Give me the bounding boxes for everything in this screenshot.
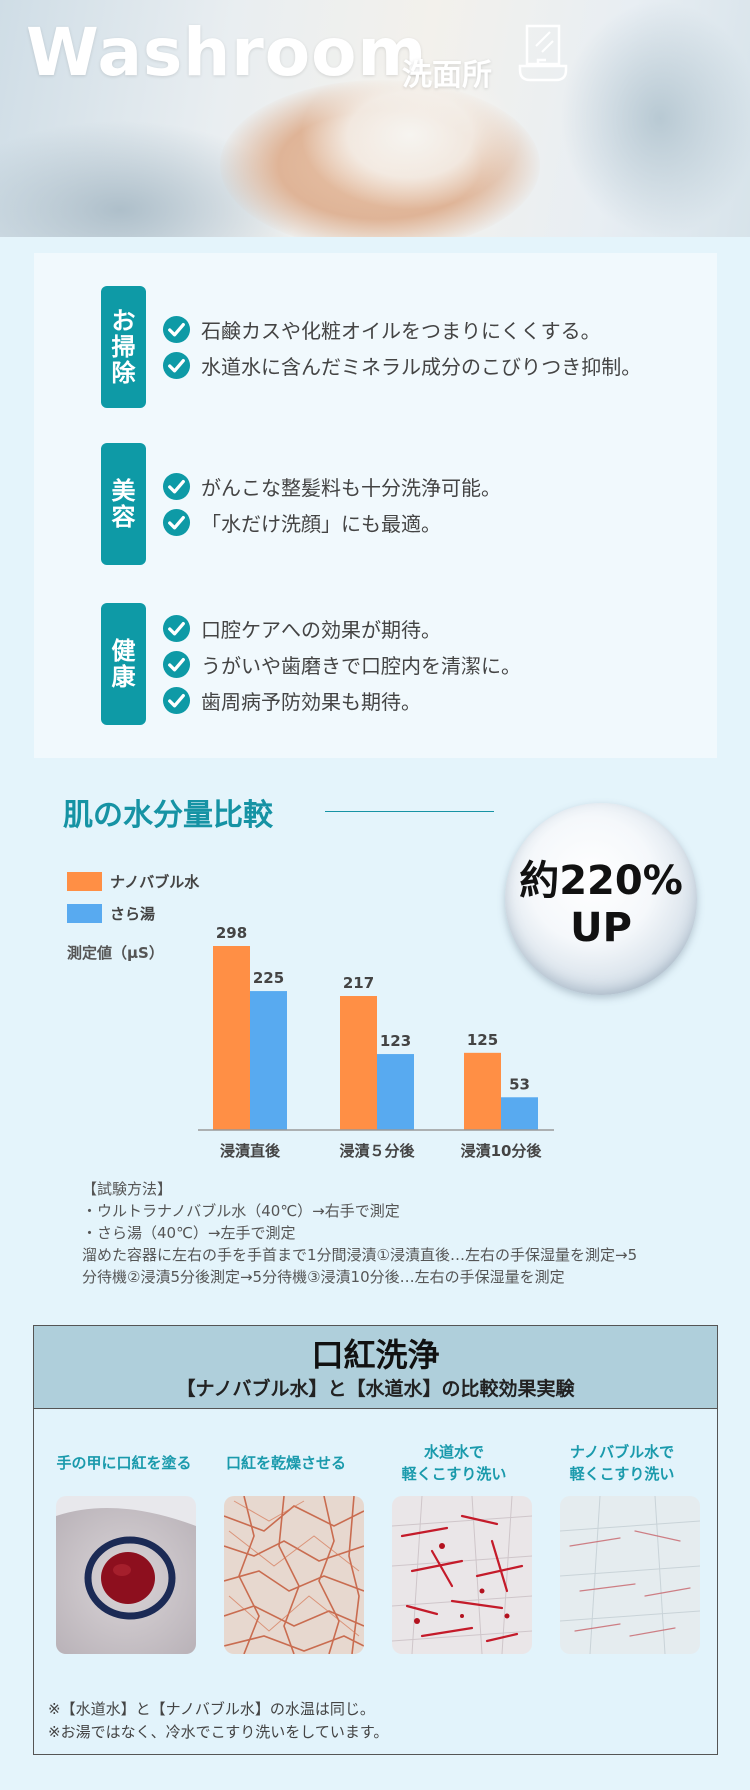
benefit-item: 口腔ケアへの効果が期待。 <box>162 613 441 643</box>
check-icon <box>162 686 191 714</box>
chart-bar <box>464 1052 501 1130</box>
benefit-item: うがいや歯磨きで口腔内を清潔に。 <box>162 649 521 679</box>
hero-foam-image <box>300 60 520 210</box>
check-icon <box>162 650 191 678</box>
bar-value-label: 125 <box>467 1031 498 1049</box>
benefit-item: がんこな整髪料も十分洗浄可能。 <box>162 471 501 501</box>
benefit-text: うがいや歯磨きで口腔内を清潔に。 <box>201 653 521 678</box>
bar-value-label: 217 <box>343 974 374 992</box>
category-badge-beauty: 美容 <box>101 443 146 565</box>
legend-swatch-nano <box>67 872 102 891</box>
lipstick-header: 口紅洗浄 【ナノバブル水】と【水道水】の比較効果実験 <box>34 1326 717 1409</box>
chart-bar <box>377 1054 414 1130</box>
moisture-bar-chart: 298 225 浸漬直後 217 123 浸漬５分後 125 53 浸漬10分後 <box>198 924 554 1160</box>
hero-title: Washroom <box>26 14 428 91</box>
legend-label-plain: さら湯 <box>110 905 156 923</box>
benefit-text: 「水だけ洗顔」にも最適。 <box>201 511 441 536</box>
category-badge-cleaning: お掃除 <box>101 286 146 408</box>
category-badge-health: 健康 <box>101 603 146 725</box>
bar-value-label: 53 <box>509 1075 530 1093</box>
chart-bar <box>213 946 250 1130</box>
legend-label-nano: ナノバブル水 <box>110 873 200 891</box>
title-divider <box>325 811 494 812</box>
hero-banner: Washroom 洗面所 <box>0 0 750 237</box>
benefit-text: がんこな整髪料も十分洗浄可能。 <box>201 475 501 500</box>
tap-water-result-photo <box>392 1496 532 1654</box>
lipstick-note: ※【水道水】と【ナノバブル水】の水温は同じ。 <box>48 1700 375 1718</box>
benefit-text: 歯周病予防効果も期待。 <box>201 689 421 714</box>
test-method-line: 溜めた容器に左右の手を手首まで1分間浸漬①浸漬直後…左右の手保湿量を測定→5 <box>82 1246 638 1264</box>
bar-value-label: 298 <box>216 924 247 942</box>
chart-bar <box>250 991 287 1130</box>
test-method-heading: 【試験方法】 <box>82 1180 173 1198</box>
test-method-line: ・さら湯（40℃）→左手で測定 <box>82 1224 296 1242</box>
step-label-nano-water: ナノバブル水で 軽くこすり洗い <box>569 1443 675 1483</box>
x-tick-label: 浸漬直後 <box>220 1142 281 1160</box>
x-tick-label: 浸漬５分後 <box>339 1142 415 1160</box>
lipstick-subtitle: 【ナノバブル水】と【水道水】の比較効果実験 <box>176 1378 575 1400</box>
check-icon <box>162 472 191 500</box>
lipstick-note: ※お湯ではなく、冷水でこすり洗いをしています。 <box>48 1723 389 1741</box>
y-axis-unit: 測定値（μS） <box>67 944 164 962</box>
step-label-apply: 手の甲に口紅を塗る <box>56 1454 192 1472</box>
chart-bar <box>501 1097 538 1130</box>
lipstick-title: 口紅洗浄 <box>311 1336 440 1374</box>
check-icon <box>162 315 191 343</box>
x-tick-label: 浸漬10分後 <box>461 1142 543 1160</box>
washbasin-mirror-icon <box>518 24 568 82</box>
benefit-text: 水道水に含んだミネラル成分のこびりつき抑制。 <box>201 354 642 379</box>
legend-swatch-plain <box>67 904 102 923</box>
benefit-item: 水道水に含んだミネラル成分のこびりつき抑制。 <box>162 350 641 380</box>
benefit-text: 石鹸カスや化粧オイルをつまりにくくする。 <box>201 318 601 343</box>
lipstick-dried-photo <box>224 1496 364 1654</box>
test-method: 【試験方法】 ・ウルトラナノバブル水（40℃）→右手で測定 ・さら湯（40℃）→… <box>82 1178 692 1288</box>
lipstick-test-panel: 口紅洗浄 【ナノバブル水】と【水道水】の比較効果実験 手の甲に口紅を塗る 口紅を… <box>33 1325 718 1755</box>
chart-bar <box>340 996 377 1130</box>
increase-badge-text: 約220% UP <box>519 858 683 951</box>
nano-water-result-photo <box>560 1496 700 1654</box>
lipstick-applied-photo <box>56 1496 196 1654</box>
step-label-tap-water: 水道水で 軽くこすり洗い <box>401 1443 507 1483</box>
benefit-item: 石鹸カスや化粧オイルをつまりにくくする。 <box>162 314 601 344</box>
hero-background-shade <box>560 0 750 237</box>
check-icon <box>162 614 191 642</box>
chart-title: 肌の水分量比較 <box>63 798 273 833</box>
check-icon <box>162 508 191 536</box>
bar-value-label: 123 <box>380 1032 411 1050</box>
test-method-line: 分待機②浸漬5分後測定→5分待機③浸漬10分後…左右の手保湿量を測定 <box>82 1268 565 1286</box>
increase-bubble <box>505 803 697 995</box>
test-method-line: ・ウルトラナノバブル水（40℃）→右手で測定 <box>82 1202 400 1220</box>
benefits-panel: お掃除 石鹸カスや化粧オイルをつまりにくくする。 水道水に含んだミネラル成分のこ… <box>34 253 717 758</box>
benefit-item: 歯周病予防効果も期待。 <box>162 685 421 715</box>
bar-value-label: 225 <box>253 969 284 987</box>
check-icon <box>162 351 191 379</box>
benefit-text: 口腔ケアへの効果が期待。 <box>201 617 441 642</box>
step-label-dry: 口紅を乾燥させる <box>225 1454 346 1472</box>
hero-subtitle: 洗面所 <box>402 58 492 93</box>
benefit-item: 「水だけ洗顔」にも最適。 <box>162 507 441 537</box>
